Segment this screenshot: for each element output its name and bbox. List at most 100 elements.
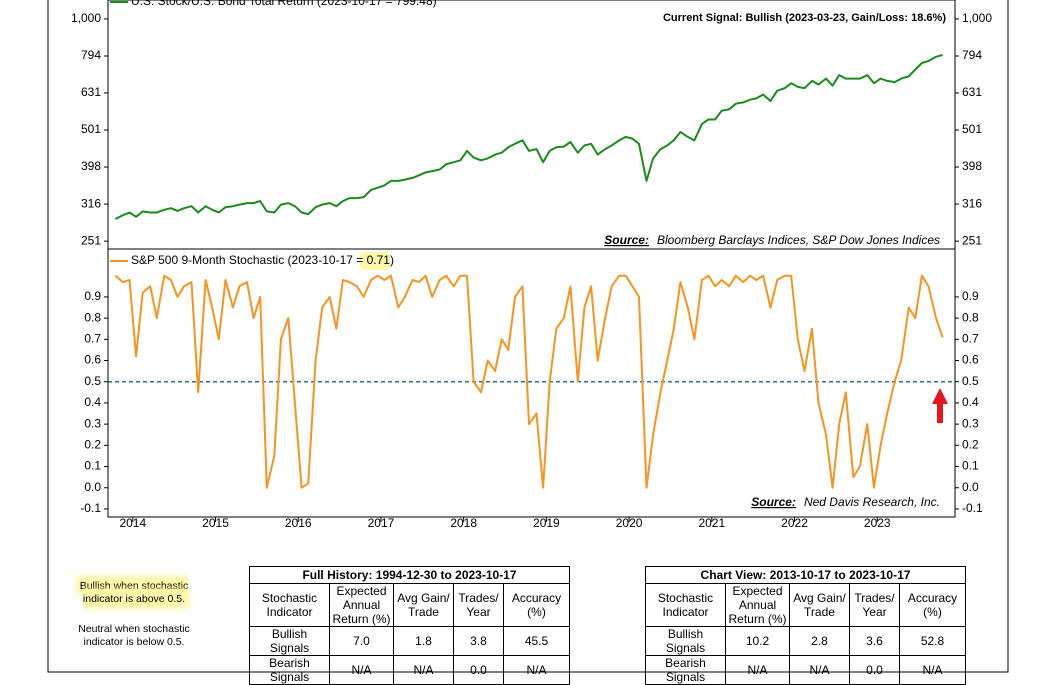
header-cell: Accuracy (%) — [503, 583, 570, 627]
y-tick-label: -0.1 — [962, 501, 983, 515]
cell: Bullish Signals — [249, 626, 330, 656]
y-tick-label: 251 — [962, 233, 982, 247]
source-label: Source: — [751, 495, 796, 509]
x-tick-label: 2018 — [450, 516, 477, 530]
source-text: Bloomberg Barclays Indices, S&P Dow Jone… — [657, 233, 940, 247]
series-line — [114, 53, 943, 220]
cell: N/A — [393, 655, 454, 685]
x-tick-label: 2019 — [533, 516, 560, 530]
y-tick-label: -0.1 — [80, 501, 101, 515]
note: Neutral when stochastic indicator is bel… — [64, 623, 204, 649]
cell: N/A — [725, 655, 790, 685]
cell: Bearish Signals — [249, 655, 330, 685]
cell: 3.6 — [849, 626, 900, 656]
y-tick-label: 0.9 — [84, 289, 101, 303]
header-cell: Avg Gain/ Trade — [789, 583, 850, 627]
header-cell: Trades/ Year — [849, 583, 900, 627]
cell: 1.8 — [393, 626, 454, 656]
cell: Bearish Signals — [645, 655, 726, 685]
cell: 0.0 — [849, 655, 900, 685]
cell: 52.8 — [899, 626, 966, 656]
note-text: Bullish when stochastic indicator is abo… — [79, 580, 189, 605]
y-tick-label: 0.4 — [84, 395, 101, 409]
y-tick-label: 501 — [81, 122, 101, 136]
header-cell: Stochastic Indicator — [645, 583, 726, 627]
x-tick-label: 2014 — [119, 516, 146, 530]
cell: 0.0 — [453, 655, 504, 685]
note: Bullish when stochastic indicator is abo… — [64, 580, 204, 606]
y-tick-label: 501 — [962, 122, 982, 136]
table-title: Full History: 1994-12-30 to 2023-10-17 — [249, 566, 570, 583]
legend-label: S&P 500 9-Month Stochastic (2023-10-17 =… — [131, 253, 394, 267]
cell: N/A — [789, 655, 850, 685]
series-line — [114, 274, 944, 489]
x-tick-label: 2015 — [202, 516, 229, 530]
y-tick-label: 0.7 — [84, 331, 101, 345]
y-tick-label: 398 — [962, 159, 982, 173]
y-tick-label: 0.8 — [962, 310, 979, 324]
table-title: Chart View: 2013-10-17 to 2023-10-17 — [645, 566, 966, 583]
header-cell: Avg Gain/ Trade — [393, 583, 454, 627]
y-tick-label: 794 — [962, 48, 982, 62]
cell: 3.8 — [453, 626, 504, 656]
source: Source: Ned Davis Research, Inc. — [751, 495, 940, 509]
header-cell: Expected Annual Return (%) — [329, 583, 394, 627]
y-tick-label: 0.1 — [84, 459, 101, 473]
source-label: Source: — [604, 233, 649, 247]
cell: 10.2 — [725, 626, 790, 656]
cell: N/A — [899, 655, 966, 685]
cell: Bullish Signals — [645, 626, 726, 656]
header-cell: Accuracy (%) — [899, 583, 966, 627]
y-tick-label: 0.3 — [962, 416, 979, 430]
y-tick-label: 0.0 — [84, 480, 101, 494]
y-tick-label: 0.9 — [962, 289, 979, 303]
header-cell: Expected Annual Return (%) — [725, 583, 790, 627]
x-tick-label: 2023 — [864, 516, 891, 530]
y-tick-label: 794 — [81, 48, 101, 62]
y-tick-label: 0.0 — [962, 480, 979, 494]
y-tick-label: 0.6 — [962, 353, 979, 367]
cell: 2.8 — [789, 626, 850, 656]
y-tick-label: 631 — [962, 85, 982, 99]
y-tick-label: 251 — [81, 233, 101, 247]
signal-arrow — [932, 388, 948, 423]
x-tick-label: 2020 — [616, 516, 643, 530]
stats-table: Chart View: 2013-10-17 to 2023-10-17 Stoc… — [645, 566, 966, 685]
cell: 7.0 — [329, 626, 394, 656]
y-tick-label: 0.2 — [84, 438, 101, 452]
note-text: Neutral when stochastic indicator is bel… — [78, 623, 190, 648]
cell: N/A — [329, 655, 394, 685]
signal-annotation: Current Signal: Bullish (2023-03-23, Gai… — [663, 12, 946, 24]
stats-table: Full History: 1994-12-30 to 2023-10-17 St… — [249, 566, 570, 685]
y-tick-label: 631 — [81, 85, 101, 99]
cell: 45.5 — [503, 626, 570, 656]
header-cell: Stochastic Indicator — [249, 583, 330, 627]
y-tick-label: 316 — [962, 196, 982, 210]
y-tick-label: 1,000 — [71, 11, 101, 25]
y-tick-label: 0.1 — [962, 459, 979, 473]
y-tick-label: 1,000 — [962, 11, 992, 25]
y-tick-label: 0.7 — [962, 331, 979, 345]
plot-frame — [107, 0, 956, 518]
y-tick-label: 0.6 — [84, 353, 101, 367]
x-tick-label: 2022 — [781, 516, 808, 530]
source: Source: Bloomberg Barclays Indices, S&P D… — [604, 233, 940, 247]
source-text: Ned Davis Research, Inc. — [804, 495, 940, 509]
y-tick-label: 316 — [81, 196, 101, 210]
y-tick-label: 0.4 — [962, 395, 979, 409]
y-tick-label: 0.5 — [84, 374, 101, 388]
x-tick-label: 2021 — [698, 516, 725, 530]
legend-highlight — [359, 252, 390, 270]
cell: N/A — [503, 655, 570, 685]
y-tick-label: 0.3 — [84, 416, 101, 430]
legend-label: U.S. Stock/U.S. Bond Total Return (2023-… — [131, 0, 437, 8]
y-tick-label: 0.8 — [84, 310, 101, 324]
y-tick-label: 398 — [81, 159, 101, 173]
x-tick-label: 2017 — [368, 516, 395, 530]
header-cell: Trades/ Year — [453, 583, 504, 627]
y-tick-label: 0.5 — [962, 374, 979, 388]
y-tick-label: 0.2 — [962, 438, 979, 452]
x-tick-label: 2016 — [285, 516, 312, 530]
